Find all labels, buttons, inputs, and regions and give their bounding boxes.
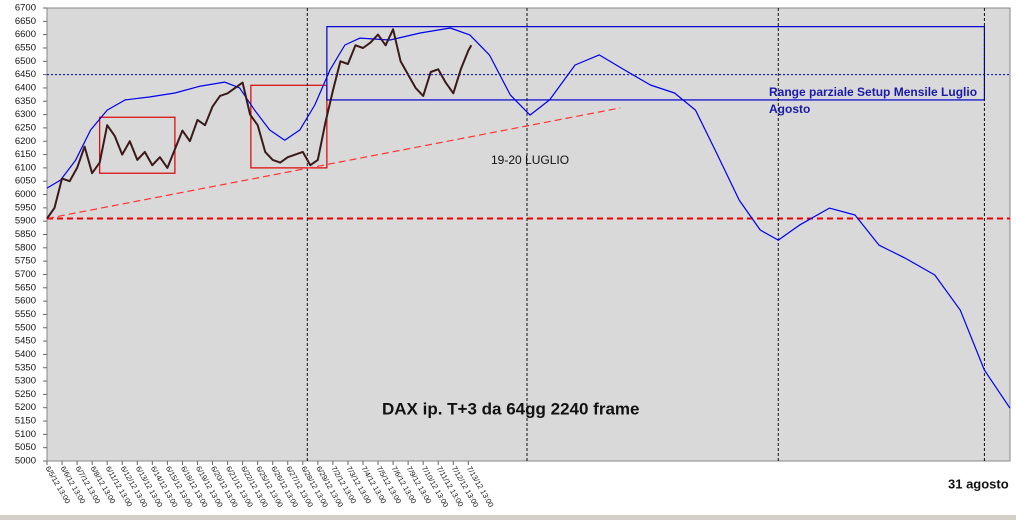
chart-title: DAX ip. T+3 da 64gg 2240 frame xyxy=(382,399,639,418)
trend-line xyxy=(46,107,621,220)
y-tick-label: 5050 xyxy=(15,442,36,453)
y-tick-label: 6150 xyxy=(15,149,36,160)
y-tick-label: 5950 xyxy=(15,202,36,213)
y-tick-label: 5350 xyxy=(15,362,36,373)
y-tick-label: 5150 xyxy=(15,416,36,427)
y-tick-label: 5100 xyxy=(15,429,36,440)
y-tick-label: 6300 xyxy=(15,109,36,120)
annotation: Range parziale Setup Mensile Luglio xyxy=(769,85,977,99)
y-tick-label: 5700 xyxy=(15,269,36,280)
y-tick-label: 6650 xyxy=(15,16,36,27)
y-tick-label: 6550 xyxy=(15,42,36,53)
y-tick-label: 5800 xyxy=(15,242,36,253)
y-tick-label: 5200 xyxy=(15,402,36,413)
range-box xyxy=(99,116,176,174)
bottom-strip xyxy=(0,515,1016,520)
annotation: Agosto xyxy=(769,102,810,116)
y-tick-label: 5450 xyxy=(15,336,36,347)
y-tick-label: 5750 xyxy=(15,256,36,267)
plot-area xyxy=(46,7,1011,462)
y-tick-label: 5500 xyxy=(15,322,36,333)
y-tick-label: 5900 xyxy=(15,216,36,227)
y-tick-label: 6600 xyxy=(15,29,36,40)
y-tick-label: 6100 xyxy=(15,162,36,173)
y-tick-label: 5400 xyxy=(15,349,36,360)
y-tick-label: 5300 xyxy=(15,376,36,387)
y-tick-label: 6200 xyxy=(15,136,36,147)
y-tick-label: 6700 xyxy=(15,3,36,14)
y-tick-label: 6000 xyxy=(15,189,36,200)
y-tick-label: 5000 xyxy=(15,456,36,467)
y-tick-label: 6450 xyxy=(15,69,36,80)
y-tick-label: 6350 xyxy=(15,96,36,107)
y-tick-label: 6050 xyxy=(15,176,36,187)
y-tick-label: 5600 xyxy=(15,296,36,307)
range-box xyxy=(250,84,328,169)
annotation: 19-20 LUGLIO xyxy=(491,153,569,167)
y-tick-label: 6500 xyxy=(15,56,36,67)
y-tick-label: 5550 xyxy=(15,309,36,320)
projection-line xyxy=(46,27,1011,409)
y-tick-label: 5650 xyxy=(15,282,36,293)
y-tick-label: 5250 xyxy=(15,389,36,400)
price-line xyxy=(46,28,473,220)
y-tick-label: 5850 xyxy=(15,229,36,240)
y-tick-label: 6400 xyxy=(15,82,36,93)
annotation: 31 agosto xyxy=(948,476,1009,491)
y-tick-label: 6250 xyxy=(15,122,36,133)
